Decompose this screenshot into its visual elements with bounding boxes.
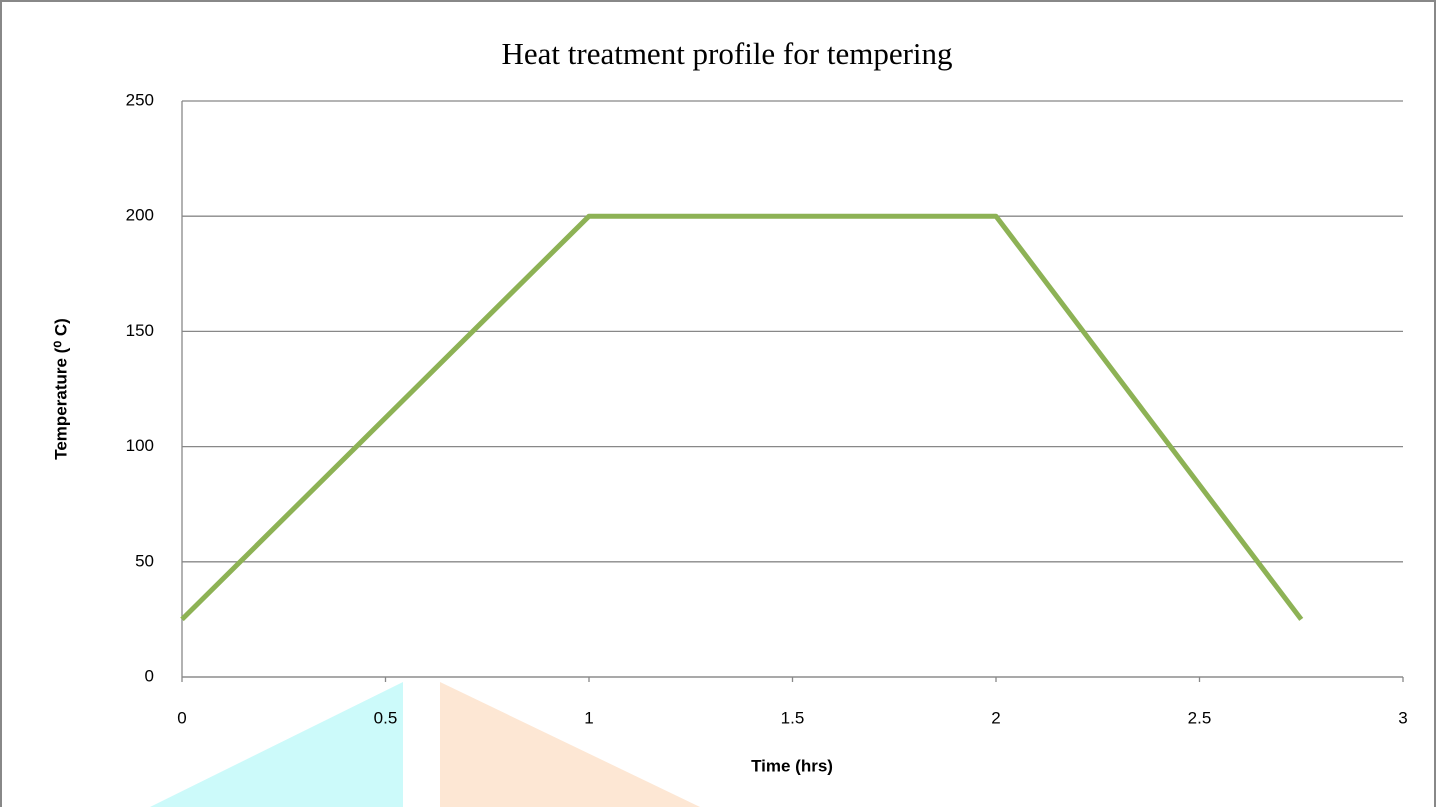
x-tick-label: 1: [584, 708, 593, 727]
y-tick-label: 100: [126, 436, 154, 455]
data-line: [180, 213, 1304, 622]
watermark: [150, 682, 403, 807]
x-tick-label: 1.5: [781, 708, 805, 727]
y-tick-label: 200: [126, 206, 154, 225]
watermark: [440, 682, 700, 807]
y-tick-label: 0: [145, 666, 154, 685]
x-tick-label: 2.5: [1188, 708, 1212, 727]
y-tick-label: 150: [126, 321, 154, 340]
chart-title: Heat treatment profile for tempering: [501, 36, 952, 71]
y-axis-title: Temperature (⁰ C): [51, 318, 70, 460]
x-tick-label: 0: [177, 708, 186, 727]
x-tick-label: 0.5: [374, 708, 398, 727]
x-tick-label: 2: [991, 708, 1000, 727]
y-tick-label: 50: [135, 551, 154, 570]
x-tick-label: 3: [1398, 708, 1407, 727]
y-tick-label: 250: [126, 90, 154, 109]
x-axis-title: Time (hrs): [751, 756, 833, 775]
